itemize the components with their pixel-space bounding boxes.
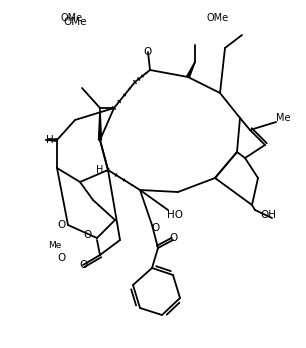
Text: O: O <box>58 220 66 230</box>
Text: H: H <box>96 165 104 175</box>
Text: O: O <box>84 230 92 240</box>
Text: Me: Me <box>48 240 62 250</box>
Text: O: O <box>151 223 159 233</box>
Text: OH: OH <box>260 210 276 220</box>
Text: O: O <box>169 233 177 243</box>
Text: H: H <box>46 135 54 145</box>
Text: O: O <box>58 253 66 263</box>
Text: OMe: OMe <box>207 13 229 23</box>
Text: Me: Me <box>276 113 290 123</box>
Text: HO: HO <box>167 210 183 220</box>
Polygon shape <box>45 139 57 141</box>
Text: OMe: OMe <box>61 13 83 23</box>
Polygon shape <box>187 62 195 78</box>
Text: OMe: OMe <box>63 17 87 27</box>
Polygon shape <box>99 108 102 140</box>
Text: O: O <box>79 260 87 270</box>
Text: O: O <box>144 47 152 57</box>
